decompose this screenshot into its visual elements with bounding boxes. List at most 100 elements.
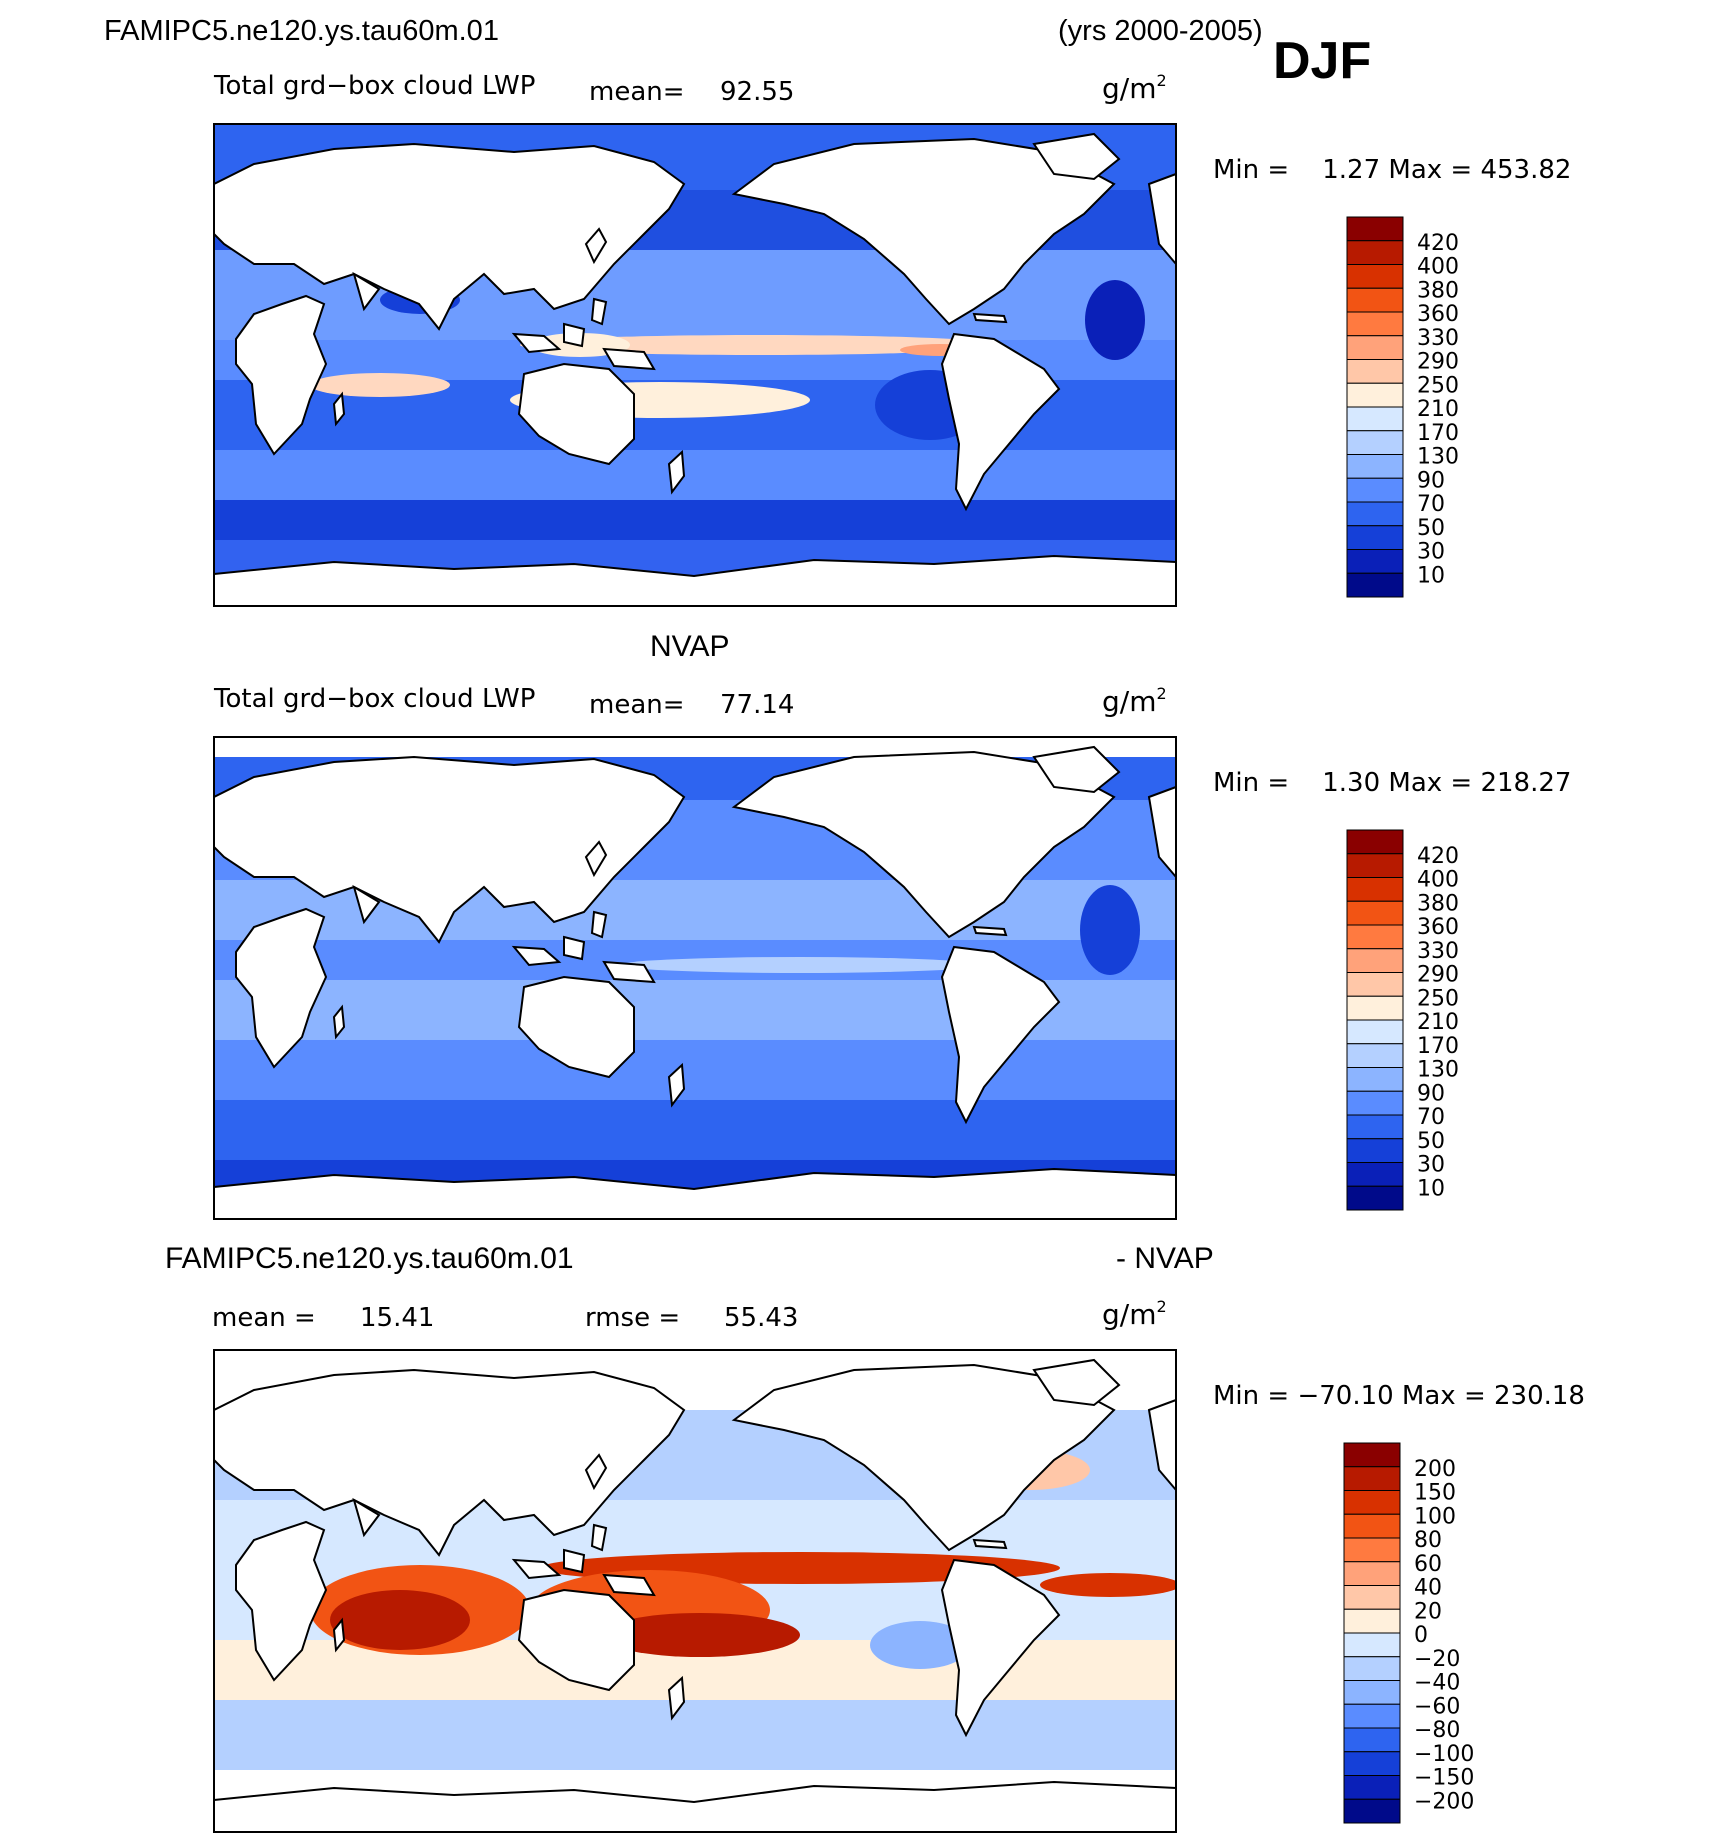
panel-diff-rmse-value: 55.43 bbox=[724, 1303, 798, 1333]
panel-model-mean-label: mean= bbox=[589, 77, 685, 107]
panel-model-field-label: Total grd−box cloud LWP bbox=[213, 71, 535, 101]
colorbar-segment bbox=[1346, 359, 1404, 384]
colorbar-label: −150 bbox=[1414, 1766, 1474, 1791]
colorbar-segment bbox=[1343, 1751, 1401, 1776]
colorbar-segment bbox=[1346, 430, 1404, 455]
colorbar-label: 250 bbox=[1417, 986, 1459, 1011]
colorbar-label: 360 bbox=[1417, 302, 1459, 327]
colorbar-segment bbox=[1346, 1019, 1404, 1045]
panel-model-units: g/m2 bbox=[1102, 71, 1167, 105]
colorbar-segment bbox=[1343, 1703, 1401, 1729]
colorbar-segment bbox=[1346, 853, 1404, 878]
colorbar-label: 100 bbox=[1414, 1504, 1456, 1529]
colorbar-label: 70 bbox=[1417, 1105, 1445, 1130]
colorbar-label: 210 bbox=[1417, 397, 1459, 422]
panel-diff-rmse-label: rmse = bbox=[585, 1303, 680, 1333]
colorbar-label: 10 bbox=[1417, 1176, 1445, 1201]
colorbar-label: 20 bbox=[1414, 1599, 1442, 1624]
colorbar-segment bbox=[1343, 1680, 1401, 1705]
colorbar-label: 290 bbox=[1417, 963, 1459, 988]
colorbar-segment bbox=[1346, 900, 1404, 926]
panel-obs-minmax: Min = 1.30 Max = 218.27 bbox=[1213, 768, 1571, 798]
colorbar-label: 50 bbox=[1417, 1129, 1445, 1154]
panel-model-frame bbox=[213, 123, 1177, 607]
colorbar-segment bbox=[1346, 335, 1404, 360]
panel-model-minmax: Min = 1.27 Max = 453.82 bbox=[1213, 155, 1571, 185]
colorbar-label: 30 bbox=[1417, 1153, 1445, 1178]
colorbar-segment bbox=[1346, 924, 1404, 950]
colorbar-segment bbox=[1346, 572, 1404, 598]
colorbar-label: −40 bbox=[1414, 1671, 1460, 1696]
colorbar-segment bbox=[1346, 972, 1404, 997]
colorbar-label: 50 bbox=[1417, 516, 1445, 541]
colorbar-label: 60 bbox=[1414, 1552, 1442, 1577]
panel-diff-title-right: - NVAP bbox=[1116, 1242, 1214, 1275]
colorbar-segment bbox=[1343, 1798, 1401, 1824]
colorbar-segment bbox=[1343, 1608, 1401, 1634]
colorbar-segment bbox=[1346, 264, 1404, 289]
colorbar-label: 330 bbox=[1417, 326, 1459, 351]
panel-diff-colorbar: 200150100806040200−20−40−60−80−100−150−2… bbox=[1343, 1442, 1474, 1824]
colorbar-label: −80 bbox=[1414, 1718, 1460, 1743]
colorbar-label: 330 bbox=[1417, 939, 1459, 964]
panel-model: Total grd−box cloud LWP mean= 92.55 g/m2 bbox=[213, 71, 1571, 607]
colorbar-segment bbox=[1346, 382, 1404, 408]
colorbar-label: 380 bbox=[1417, 278, 1459, 303]
colorbar-segment bbox=[1346, 995, 1404, 1021]
panel-diff-map bbox=[214, 1350, 1176, 1832]
panel-model-map bbox=[214, 124, 1176, 606]
colorbar-label: 250 bbox=[1417, 373, 1459, 398]
colorbar-segment bbox=[1343, 1656, 1401, 1681]
colorbar-label: 130 bbox=[1417, 1058, 1459, 1083]
colorbar-label: 70 bbox=[1417, 492, 1445, 517]
years-label: (yrs 2000-2005) bbox=[1058, 15, 1263, 47]
panel-obs-mean-value: 77.14 bbox=[720, 690, 794, 720]
colorbar-label: 200 bbox=[1414, 1457, 1456, 1482]
colorbar-segment bbox=[1343, 1775, 1401, 1800]
colorbar-label: −200 bbox=[1414, 1789, 1474, 1814]
colorbar-label: 210 bbox=[1417, 1010, 1459, 1035]
colorbar-segment bbox=[1346, 549, 1404, 574]
panel-diff-title-left: FAMIPC5.ne120.ys.tau60m.01 bbox=[165, 1242, 574, 1275]
colorbar-segment bbox=[1343, 1466, 1401, 1491]
colorbar-segment bbox=[1346, 216, 1404, 242]
colorbar-label: 170 bbox=[1417, 1034, 1459, 1059]
colorbar-segment bbox=[1346, 1138, 1404, 1163]
colorbar-segment bbox=[1346, 1114, 1404, 1140]
colorbar-segment bbox=[1346, 454, 1404, 479]
panel-diff-units: g/m2 bbox=[1102, 1297, 1167, 1331]
colorbar-label: 380 bbox=[1417, 891, 1459, 916]
panel-diff: FAMIPC5.ne120.ys.tau60m.01 - NVAP mean =… bbox=[165, 1242, 1585, 1833]
colorbar-label: −20 bbox=[1414, 1647, 1460, 1672]
colorbar-segment bbox=[1346, 406, 1404, 432]
panel-diff-minmax: Min = −70.10 Max = 230.18 bbox=[1213, 1381, 1585, 1411]
colorbar-segment bbox=[1346, 311, 1404, 337]
panel-obs-mean-label: mean= bbox=[589, 690, 685, 720]
colorbar-label: 150 bbox=[1414, 1481, 1456, 1506]
colorbar-label: 80 bbox=[1414, 1528, 1442, 1553]
colorbar-label: 400 bbox=[1417, 255, 1459, 280]
colorbar-label: −60 bbox=[1414, 1694, 1460, 1719]
colorbar-segment bbox=[1343, 1585, 1401, 1610]
colorbar-segment bbox=[1346, 829, 1404, 855]
panel-obs-frame bbox=[213, 736, 1177, 1220]
colorbar-segment bbox=[1346, 1067, 1404, 1092]
colorbar-segment bbox=[1346, 1043, 1404, 1068]
colorbar-label: 0 bbox=[1414, 1623, 1428, 1648]
panel-obs-field-label: Total grd−box cloud LWP bbox=[213, 684, 535, 714]
colorbar-segment bbox=[1343, 1561, 1401, 1586]
colorbar-segment bbox=[1343, 1632, 1401, 1658]
colorbar-label: 420 bbox=[1417, 844, 1459, 869]
panel-obs: NVAP Total grd−box cloud LWP mean= 77.14… bbox=[213, 630, 1571, 1220]
colorbar-segment bbox=[1346, 1162, 1404, 1187]
colorbar-label: 290 bbox=[1417, 350, 1459, 375]
colorbar-segment bbox=[1343, 1727, 1401, 1753]
colorbar-label: 420 bbox=[1417, 231, 1459, 256]
colorbar-label: 400 bbox=[1417, 868, 1459, 893]
colorbar-segment bbox=[1346, 1090, 1404, 1116]
colorbar-segment bbox=[1346, 525, 1404, 550]
colorbar-segment bbox=[1346, 287, 1404, 313]
colorbar-label: 90 bbox=[1417, 468, 1445, 493]
colorbar-label: 170 bbox=[1417, 421, 1459, 446]
